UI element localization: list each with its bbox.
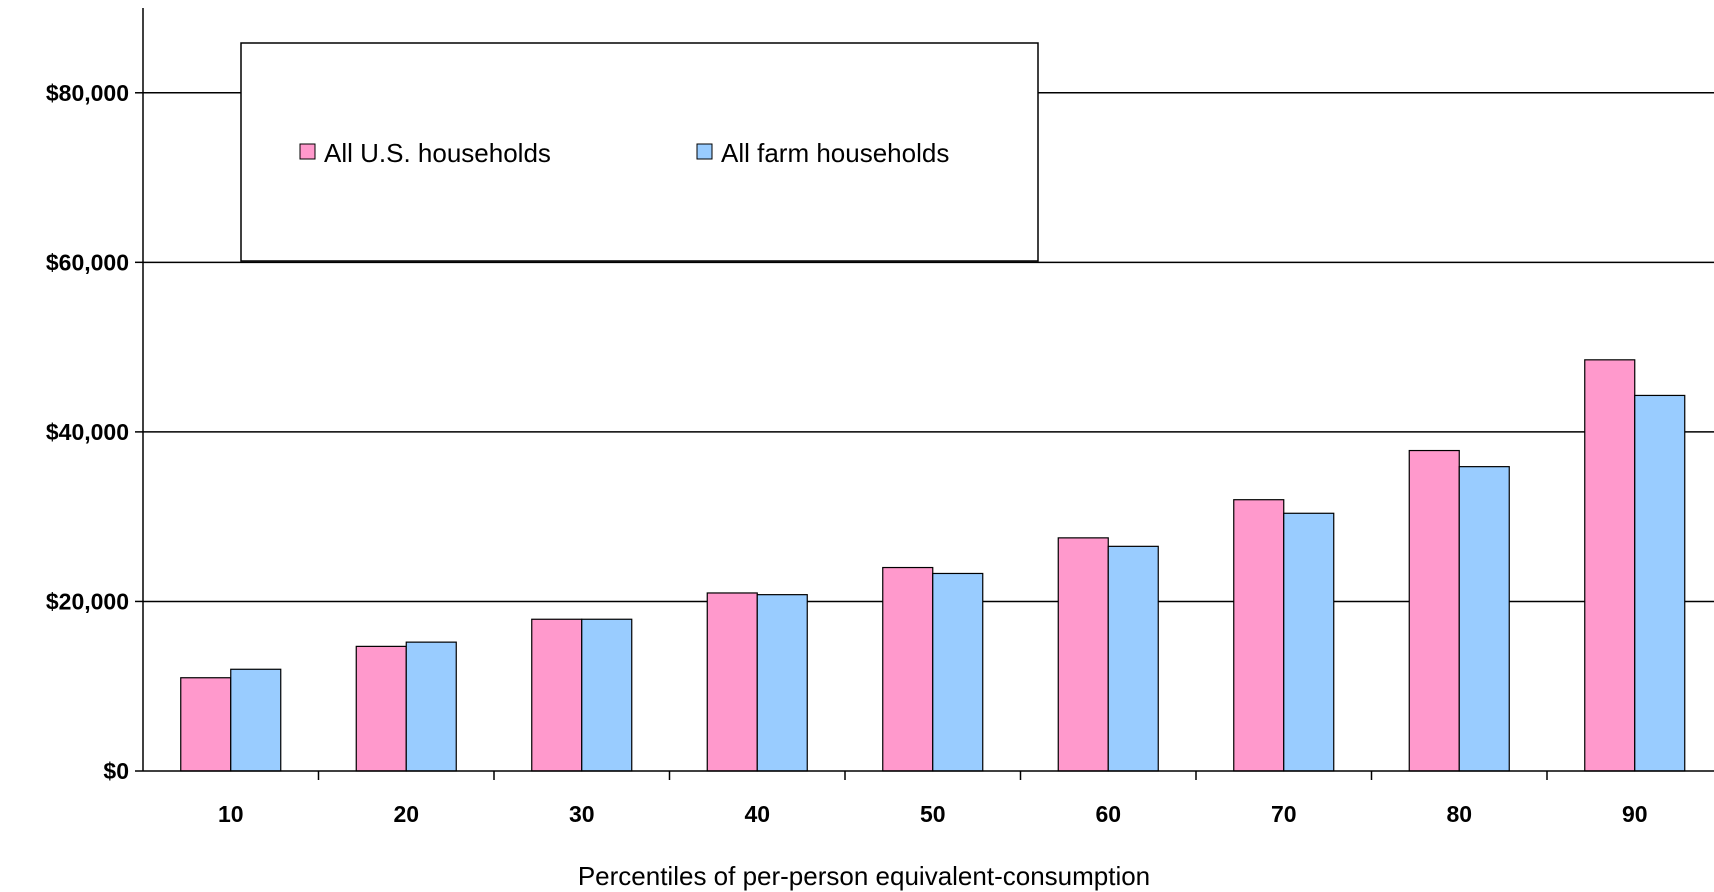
bar-farm-40 (756, 594, 808, 772)
legend-label-farm: All farm households (721, 138, 949, 168)
x-axis-tick-labels: 10 20 30 40 50 60 70 80 90 (218, 801, 1648, 827)
bar-us-50 (882, 566, 934, 772)
legend-swatch-farm (696, 143, 713, 160)
y-tick-label: $60,000 (46, 249, 129, 275)
legend: All U.S. households All farm households (240, 42, 1039, 262)
x-axis-label: Percentiles of per-person equivalent-con… (578, 861, 1150, 891)
x-tick-label: 40 (744, 801, 770, 827)
y-tick-label: $20,000 (46, 588, 129, 614)
bar-us-40 (706, 592, 758, 772)
bar-farm-90 (1634, 394, 1686, 772)
bar-us-90 (1584, 359, 1636, 772)
y-tick-label: $40,000 (46, 419, 129, 445)
y-tick-label: $80,000 (46, 80, 129, 106)
x-tick-label: 30 (569, 801, 595, 827)
legend-box (240, 42, 1039, 262)
bar-farm-70 (1283, 512, 1335, 772)
x-tick-label: 90 (1622, 801, 1648, 827)
legend-label-us: All U.S. households (324, 138, 551, 168)
x-tick-label: 10 (218, 801, 244, 827)
x-tick-label: 80 (1446, 801, 1472, 827)
bars (180, 359, 1686, 772)
axes (135, 8, 1714, 780)
x-tick-label: 20 (393, 801, 419, 827)
bar-us-70 (1233, 499, 1285, 772)
x-tick-label: 50 (920, 801, 946, 827)
bar-us-30 (531, 618, 583, 772)
y-axis-tick-labels: $0 $20,000 $40,000 $60,000 $80,000 (46, 80, 129, 784)
y-tick-label: $0 (103, 758, 129, 784)
bar-farm-50 (932, 572, 984, 772)
x-tick-label: 60 (1095, 801, 1121, 827)
bar-farm-80 (1458, 466, 1510, 772)
bar-us-10 (180, 677, 232, 772)
x-tick-label: 70 (1271, 801, 1297, 827)
bar-farm-30 (581, 618, 633, 772)
bar-farm-20 (405, 641, 457, 772)
bar-farm-60 (1107, 545, 1159, 772)
bar-us-80 (1408, 449, 1460, 772)
bar-farm-10 (230, 668, 282, 772)
bar-us-60 (1057, 537, 1109, 772)
bar-us-20 (355, 645, 407, 772)
legend-swatch-us (299, 143, 316, 160)
